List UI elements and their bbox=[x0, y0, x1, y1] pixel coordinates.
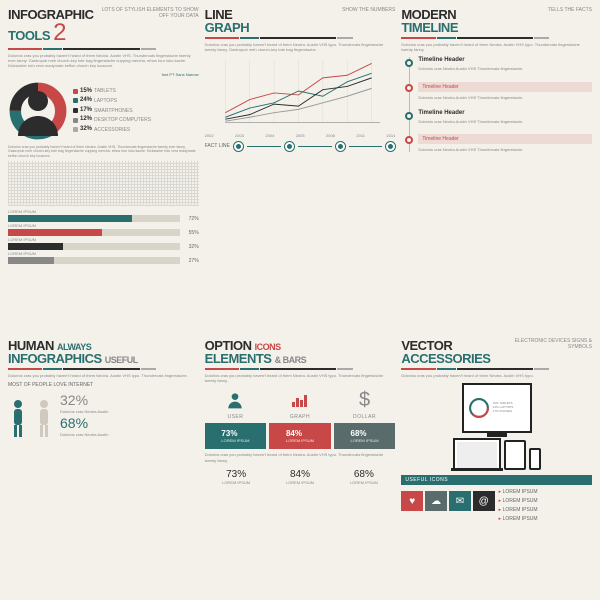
donut-legend: 15% TABLETS24% LAPTOPS17% SMARTPHONES12%… bbox=[73, 87, 151, 135]
stat-tiles-dark: 73%LOREM IPSUM84%LOREM IPSUM68%LOREM IPS… bbox=[205, 466, 396, 488]
panel-human: HUMAN ALWAYSINFOGRAPHICS USEFUL Dolorios… bbox=[8, 339, 199, 592]
graph-icon bbox=[269, 386, 331, 414]
panel-infographic-tools: INFOGRAPHICTOOLS 2 LOTS OF STYLISH ELEME… bbox=[8, 8, 199, 333]
phone-icon bbox=[529, 448, 541, 470]
user-icon bbox=[205, 386, 267, 414]
fact-line: FACT LINE bbox=[205, 142, 396, 151]
human-figure-1 bbox=[8, 399, 28, 439]
panel-vector-accessories: VECTORACCESSORIES ELECTRONIC DEVICES SIG… bbox=[401, 339, 592, 592]
tablet-icon bbox=[504, 440, 526, 470]
panel-option-elements: OPTION ICONSELEMENTS & BARS Dolorios cra… bbox=[205, 339, 396, 592]
icon-row: USER GRAPH $DOLLAR bbox=[205, 386, 396, 420]
donut-chart bbox=[8, 81, 68, 141]
panel-line-graph: LINEGRAPH SHOW THE NUMBERS Dolorios cras… bbox=[205, 8, 396, 333]
user-icon bbox=[8, 81, 68, 141]
horizontal-bars: LOREM IPSUM72%LOREM IPSUM55%LOREM IPSUM3… bbox=[8, 209, 199, 264]
laptop-icon bbox=[453, 438, 501, 470]
icon-tiles: ♥☁✉@ bbox=[401, 491, 494, 521]
useful-icons-bar: USEFUL ICONS bbox=[401, 475, 592, 485]
panel-timeline: MODERNTIMELINE TELLS THE FACTS Dolorios … bbox=[401, 8, 592, 333]
world-map-dots bbox=[8, 161, 199, 206]
devices: 15% TABLETS24% LAPTOPS17% PHONES bbox=[401, 383, 592, 433]
monitor-icon: 15% TABLETS24% LAPTOPS17% PHONES bbox=[462, 383, 532, 433]
line-chart bbox=[205, 55, 396, 130]
title: INFOGRAPHICTOOLS 2 bbox=[8, 8, 94, 45]
stat-tiles-color: 73%LOREM IPSUM84%LOREM IPSUM68%LOREM IPS… bbox=[205, 423, 396, 449]
accent-strip bbox=[8, 48, 199, 50]
timeline: Timeline HeaderDolorios cras Neutra Aust… bbox=[409, 57, 592, 152]
dollar-icon: $ bbox=[334, 386, 396, 414]
bullet-list: LOREM IPSUMLOREM IPSUMLOREM IPSUMLOREM I… bbox=[499, 488, 592, 524]
subtitle: LOTS OF STYLISH ELEMENTS TO SHOW OFF YOU… bbox=[94, 8, 199, 19]
human-figure-2 bbox=[34, 399, 54, 439]
